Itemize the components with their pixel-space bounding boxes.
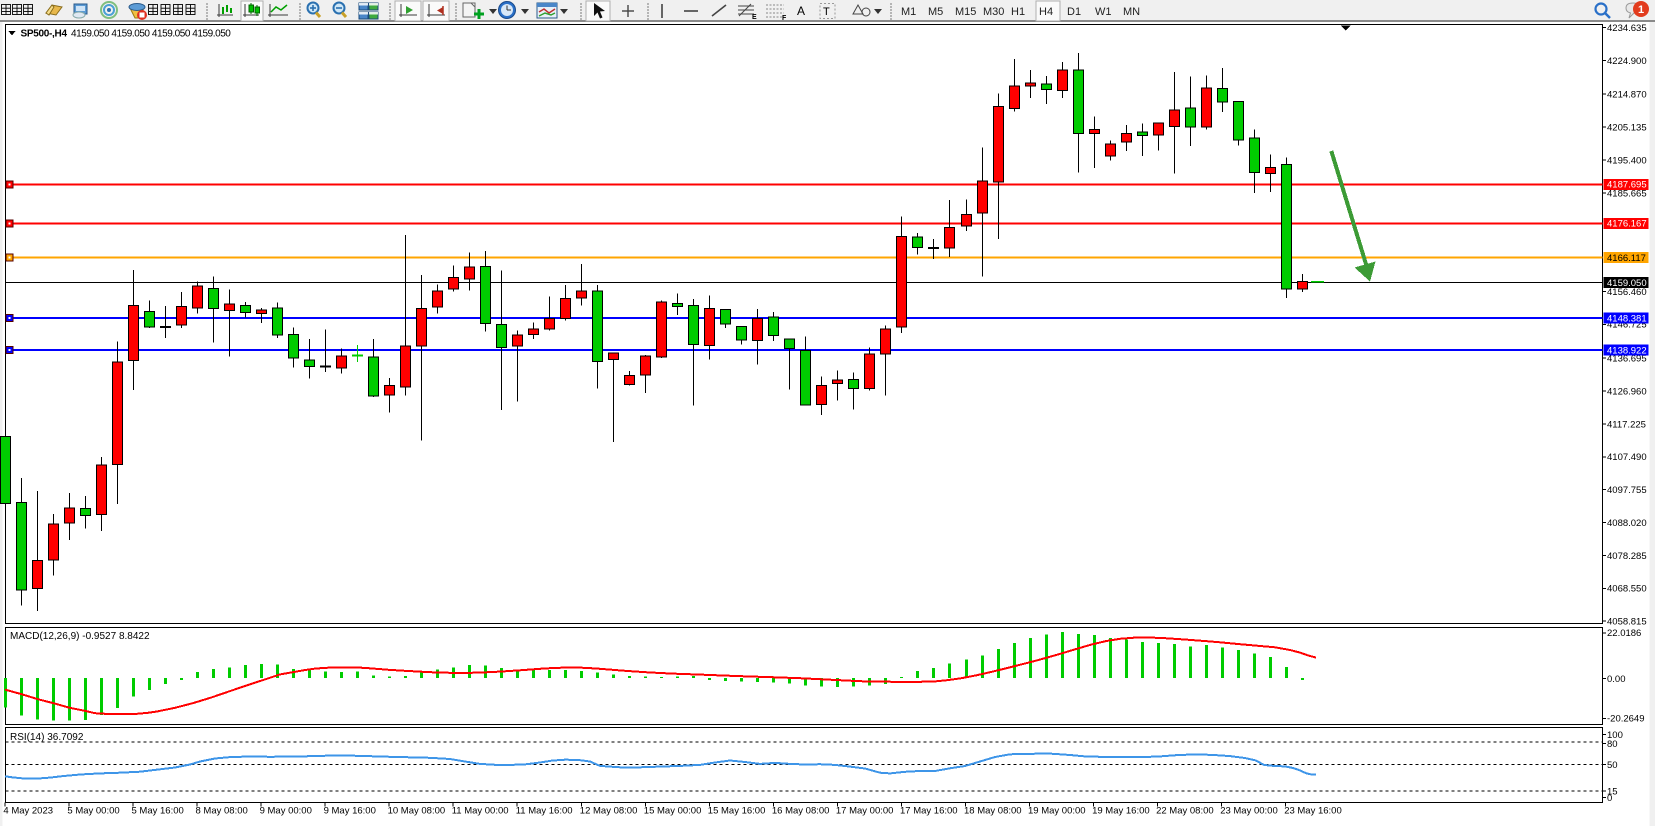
svg-text:18 May 08:00: 18 May 08:00 <box>964 806 1022 817</box>
svg-text:H1: H1 <box>1011 6 1025 18</box>
svg-text:W1: W1 <box>1095 6 1112 18</box>
svg-text:22.0186: 22.0186 <box>1607 628 1641 639</box>
svg-text:D1: D1 <box>1067 6 1081 18</box>
svg-text:4187.695: 4187.695 <box>1607 180 1647 191</box>
svg-text:RSI(14) 36.7092: RSI(14) 36.7092 <box>10 732 84 743</box>
svg-text:M30: M30 <box>983 6 1004 18</box>
svg-text:4224.900: 4224.900 <box>1607 56 1647 67</box>
svg-text:16 May 08:00: 16 May 08:00 <box>772 806 830 817</box>
svg-text:15 May 00:00: 15 May 00:00 <box>644 806 702 817</box>
svg-text:23 May 16:00: 23 May 16:00 <box>1284 806 1342 817</box>
svg-text:E: E <box>752 14 757 21</box>
svg-text:MN: MN <box>1123 6 1140 18</box>
svg-text:M5: M5 <box>928 6 943 18</box>
svg-text:4097.755: 4097.755 <box>1607 485 1647 496</box>
svg-text:4234.635: 4234.635 <box>1607 23 1647 34</box>
svg-text:19 May 00:00: 19 May 00:00 <box>1028 806 1086 817</box>
svg-text:4195.400: 4195.400 <box>1607 155 1647 166</box>
svg-text:11 May 00:00: 11 May 00:00 <box>452 806 509 817</box>
svg-text:-20.2649: -20.2649 <box>1607 714 1645 725</box>
svg-text:17 May 00:00: 17 May 00:00 <box>836 806 894 817</box>
svg-text:15 May 16:00: 15 May 16:00 <box>708 806 766 817</box>
svg-text:A: A <box>797 4 805 18</box>
svg-text:80: 80 <box>1607 739 1618 750</box>
svg-text:4136.695: 4136.695 <box>1607 354 1647 365</box>
svg-text:9 May 00:00: 9 May 00:00 <box>260 806 312 817</box>
svg-text:100: 100 <box>1607 730 1623 741</box>
svg-text:F: F <box>782 15 787 22</box>
svg-text:17 May 16:00: 17 May 16:00 <box>900 806 958 817</box>
svg-text:1: 1 <box>1638 4 1644 16</box>
svg-text:15: 15 <box>1607 787 1618 798</box>
svg-text:SP500-,H4: SP500-,H4 <box>21 29 68 40</box>
svg-text:4205.135: 4205.135 <box>1607 123 1647 134</box>
svg-text:19 May 16:00: 19 May 16:00 <box>1092 806 1150 817</box>
svg-text:H4: H4 <box>1039 6 1053 18</box>
svg-text:0: 0 <box>1607 793 1612 804</box>
svg-text:11 May 16:00: 11 May 16:00 <box>516 806 573 817</box>
svg-text:8 May 08:00: 8 May 08:00 <box>196 806 248 817</box>
svg-text:22 May 08:00: 22 May 08:00 <box>1156 806 1214 817</box>
svg-text:4138.922: 4138.922 <box>1607 345 1647 356</box>
svg-text:4146.725: 4146.725 <box>1607 320 1647 331</box>
svg-text:5 May 16:00: 5 May 16:00 <box>132 806 184 817</box>
svg-text:MACD(12,26,9) -0.9527 8.8422: MACD(12,26,9) -0.9527 8.8422 <box>10 631 150 642</box>
svg-text:4107.490: 4107.490 <box>1607 452 1647 463</box>
svg-text:4117.225: 4117.225 <box>1607 419 1646 430</box>
svg-text:M1: M1 <box>901 6 916 18</box>
svg-text:4166.117: 4166.117 <box>1607 253 1646 264</box>
svg-text:M15: M15 <box>955 6 976 18</box>
svg-text:4126.960: 4126.960 <box>1607 387 1647 398</box>
svg-text:4176.167: 4176.167 <box>1607 219 1647 230</box>
svg-text:4156.460: 4156.460 <box>1607 287 1647 298</box>
svg-text:4078.285: 4078.285 <box>1607 551 1647 562</box>
svg-text:12 May 08:00: 12 May 08:00 <box>580 806 638 817</box>
svg-text:4214.870: 4214.870 <box>1607 90 1647 101</box>
svg-text:4088.020: 4088.020 <box>1607 518 1647 529</box>
svg-text:4058.815: 4058.815 <box>1607 617 1647 628</box>
svg-text:T: T <box>823 6 830 18</box>
svg-text:4068.550: 4068.550 <box>1607 584 1647 595</box>
svg-text:0.00: 0.00 <box>1607 674 1626 685</box>
svg-text:4148.381: 4148.381 <box>1607 313 1647 324</box>
svg-text:4185.665: 4185.665 <box>1607 188 1647 199</box>
svg-text:9 May 16:00: 9 May 16:00 <box>324 806 376 817</box>
svg-text:10 May 08:00: 10 May 08:00 <box>388 806 446 817</box>
svg-text:23 May 00:00: 23 May 00:00 <box>1220 806 1278 817</box>
svg-text:4159.050: 4159.050 <box>1607 278 1647 289</box>
svg-text:5 May 00:00: 5 May 00:00 <box>67 806 119 817</box>
svg-text:4159.050 4159.050 4159.050 415: 4159.050 4159.050 4159.050 4159.050 <box>71 29 231 40</box>
svg-text:4 May 2023: 4 May 2023 <box>3 806 53 817</box>
svg-text:50: 50 <box>1607 760 1618 771</box>
